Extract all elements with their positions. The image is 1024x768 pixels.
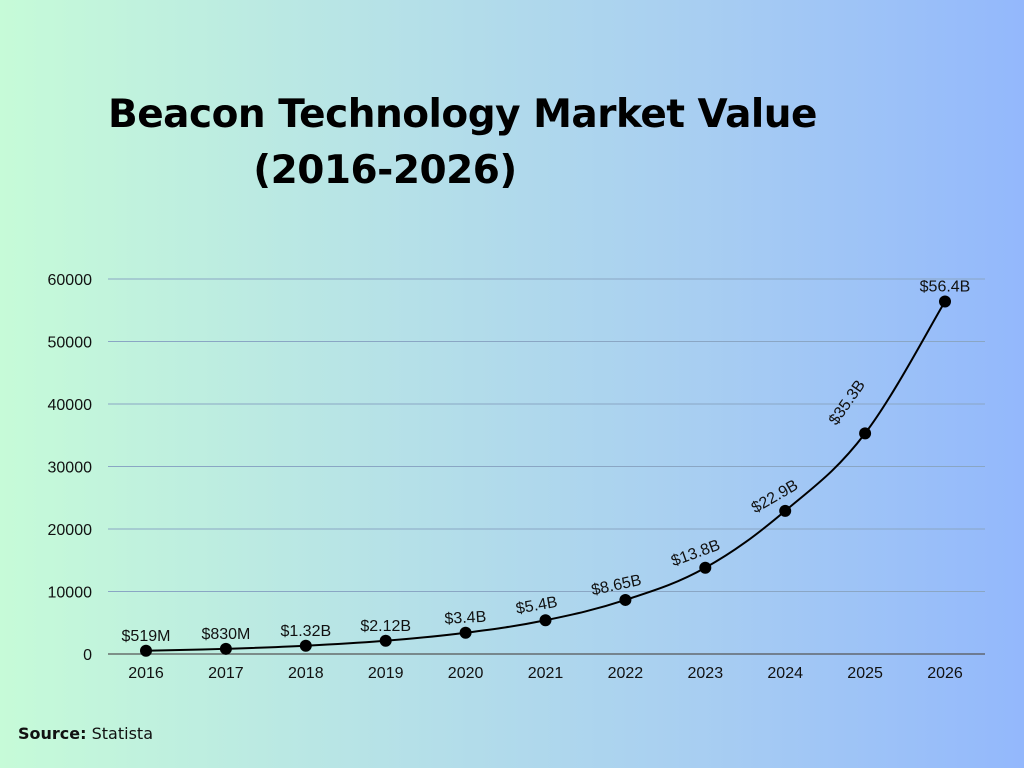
data-point [779,504,792,517]
source-note: Source: Statista [18,724,153,743]
x-tick-label: 2023 [688,665,724,682]
y-tick-label: 30000 [48,460,93,477]
data-point [140,644,152,657]
data-label: $519M [122,628,171,645]
y-tick-label: 50000 [48,335,93,352]
x-tick-label: 2021 [528,665,564,682]
data-label: $5.4B [515,594,559,618]
data-point [859,427,872,440]
series-line [145,300,946,652]
data-label: $2.12B [360,618,411,635]
y-tick-label: 40000 [48,397,93,414]
y-tick-label: 10000 [48,585,93,602]
y-tick-label: 20000 [48,522,93,539]
data-label: $830M [201,626,250,643]
data-point [539,614,552,627]
data-label: $1.32B [280,623,331,640]
data-label: $13.8B [669,537,722,570]
data-label: $22.9B [749,477,801,517]
data-label: $3.4B [444,609,487,628]
y-tick-label: 60000 [48,272,93,289]
data-point [299,639,312,652]
data-point [219,642,232,655]
data-point [939,295,951,308]
data-point [379,634,392,647]
data-point [459,626,472,639]
data-point [699,561,712,574]
x-tick-label: 2022 [608,665,644,682]
chart-subtitle: (2016-2026) [253,148,517,193]
x-tick-label: 2017 [208,665,244,682]
x-tick-label: 2025 [847,665,883,682]
source-label: Source: [18,724,87,743]
x-tick-label: 2024 [767,665,803,682]
x-tick-label: 2020 [448,665,484,682]
y-tick-label: 0 [83,647,92,664]
x-tick-label: 2019 [368,665,404,682]
source-value: Statista [91,724,153,743]
x-tick-label: 2016 [128,665,164,682]
data-label: $35.3B [826,377,869,428]
data-label: $8.65B [590,572,643,599]
chart-title: Beacon Technology Market Value [107,92,818,137]
x-tick-label: 2018 [288,665,324,682]
data-label: $56.4B [920,279,971,296]
data-point [619,593,632,606]
x-tick-label: 2026 [927,665,963,682]
